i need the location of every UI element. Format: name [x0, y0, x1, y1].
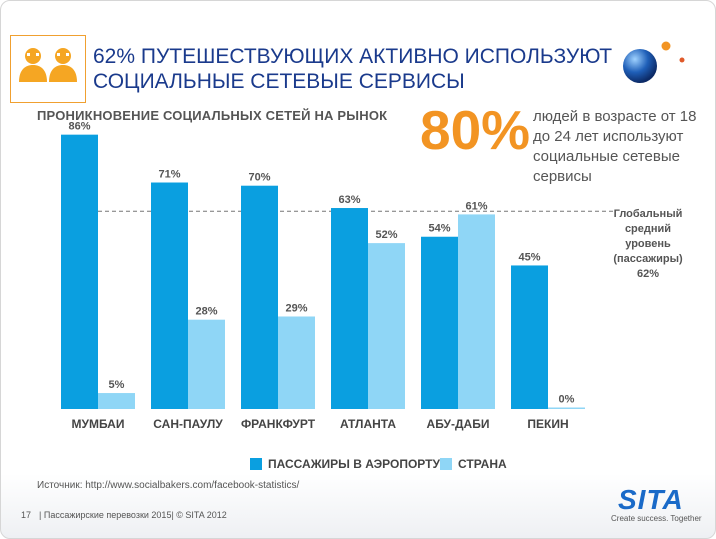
data-label: 5% [109, 379, 125, 391]
legend-label-passengers: ПАССАЖИРЫ В АЭРОПОРТУ [268, 457, 440, 471]
average-label-line-1: Глобальный [613, 208, 683, 220]
highlight-percent: 80% [420, 99, 531, 161]
bar-country [278, 316, 315, 409]
average-label-line-4: (пассажиры) [613, 253, 683, 265]
category-label: АТЛАНТА [340, 417, 396, 431]
bar-country [98, 393, 135, 409]
average-label: Глобальный средний уровень (пассажиры) 6… [598, 207, 698, 282]
title-line-1: 62% ПУТЕШЕСТВУЮЩИХ АКТИВНО ИСПОЛЬЗУЮТ [93, 45, 613, 68]
data-label: 52% [375, 229, 397, 241]
data-label: 0% [559, 394, 575, 406]
bar-passengers [151, 182, 188, 409]
average-label-line-5: 62% [636, 268, 660, 280]
title-line-2: СОЦИАЛЬНЫЕ СЕТЕВЫЕ СЕРВИСЫ [93, 70, 465, 93]
average-label-line-2: средний [624, 223, 672, 235]
chart-title: ПРОНИКНОВЕНИЕ СОЦИАЛЬНЫХ СЕТЕЙ НА РЫНОК [37, 108, 388, 123]
bar-passengers [331, 208, 368, 409]
page-number: 17 [21, 510, 32, 520]
category-label: МУМБАИ [72, 417, 125, 431]
legend-item-passengers: ПАССАЖИРЫ В АЭРОПОРТУ [250, 457, 440, 471]
legend-item-country: СТРАНА [440, 457, 507, 471]
data-label: 29% [285, 302, 307, 314]
category-label: АБУ-ДАБИ [427, 417, 490, 431]
legend-swatch-passengers [250, 458, 262, 470]
bar-passengers [421, 236, 458, 409]
average-label-line-3: уровень [625, 238, 671, 250]
data-label: 70% [248, 172, 270, 184]
bar-country [188, 319, 225, 409]
data-label: 63% [338, 194, 360, 206]
legend-swatch-country [440, 458, 452, 470]
bar-passengers [241, 185, 278, 409]
bar-passengers [511, 265, 548, 409]
brand-tagline: Create success. Together [611, 514, 702, 523]
page-title: 62% ПУТЕШЕСТВУЮЩИХ АКТИВНО ИСПОЛЬЗУЮТ СО… [93, 44, 612, 94]
bar-country [548, 407, 585, 409]
data-label: 45% [518, 251, 540, 263]
data-label: 86% [68, 121, 90, 133]
data-label: 54% [428, 223, 450, 235]
legend-label-country: СТРАНА [458, 457, 507, 471]
data-label: 71% [158, 169, 180, 181]
data-label: 61% [465, 200, 487, 212]
highlight-text: людей в возрасте от 18 до 24 лет использ… [533, 108, 697, 185]
category-label: САН-ПАУЛУ [153, 417, 223, 431]
sita-logo: SITA [618, 484, 684, 515]
data-label: 28% [195, 306, 217, 318]
footer-text: | Пассажирские перевозки 2015| © SITA 20… [39, 510, 227, 520]
bar-country [368, 243, 405, 409]
category-label: ПЕКИН [527, 417, 568, 431]
category-label: ФРАНКФУРТ [241, 417, 316, 431]
globe-icon [623, 41, 685, 83]
bar-passengers [61, 134, 98, 409]
bar-country [458, 214, 495, 409]
people-icon [10, 35, 86, 103]
source-note: Источник: http://www.socialbakers.com/fa… [37, 480, 300, 491]
footer: 17 | Пассажирские перевозки 2015| © SITA … [21, 510, 227, 520]
